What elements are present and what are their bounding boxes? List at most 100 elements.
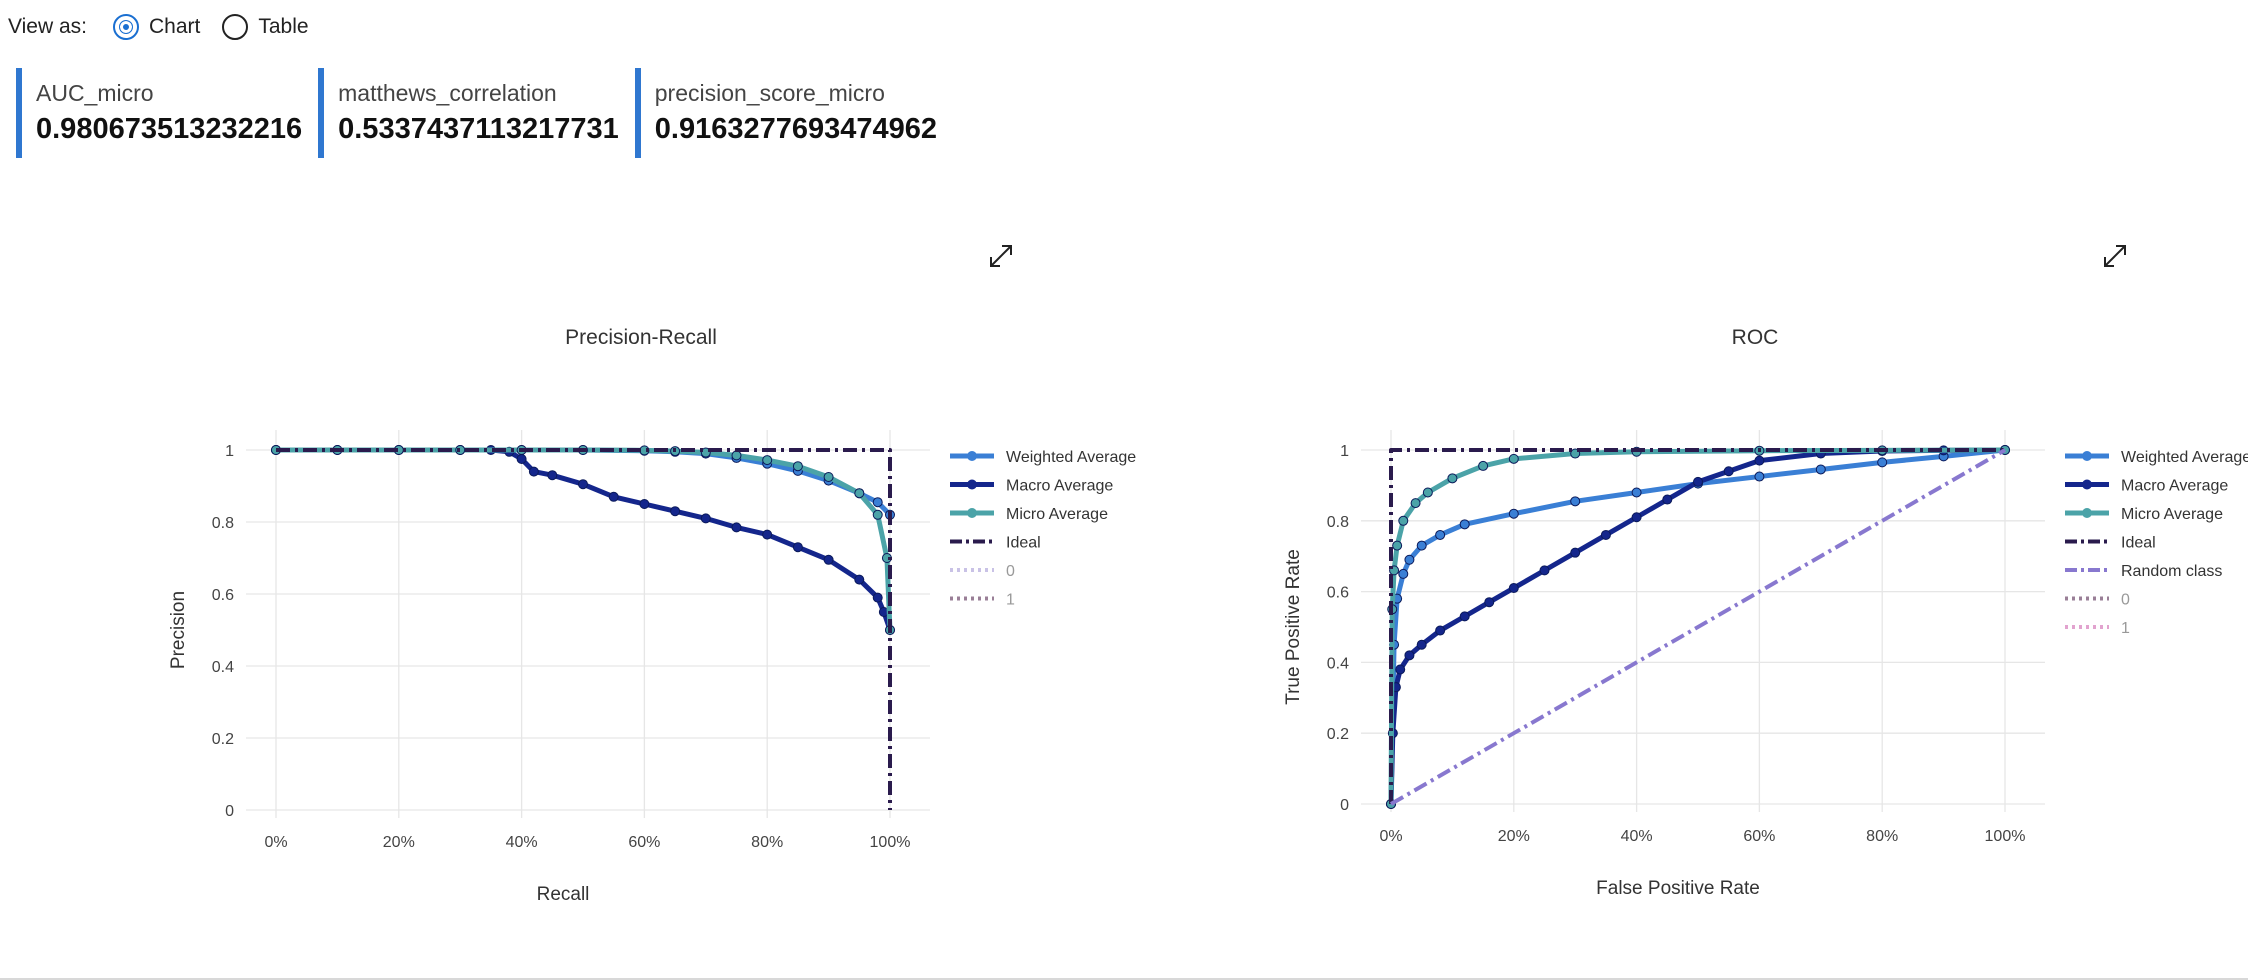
radio-chart[interactable]: Chart bbox=[113, 14, 200, 40]
series-point bbox=[1392, 540, 1403, 551]
series-point bbox=[1877, 457, 1888, 468]
precision-recall-chart: 0 0.2 0.4 0.6 0.8 1 0% 20% 40% 60% 80% 100% Recall Pr… bbox=[168, 430, 1136, 905]
legend-marker bbox=[2082, 451, 2092, 461]
series-point bbox=[823, 554, 834, 565]
y-tick-label: 0.6 bbox=[212, 587, 234, 604]
x-axis-label: False Positive Rate bbox=[1596, 878, 1760, 899]
expand-icon[interactable] bbox=[2100, 241, 2130, 271]
metric-card-matthews-correlation: matthews_correlation 0.5337437113217731 bbox=[318, 68, 619, 158]
legend-label[interactable]: Micro Average bbox=[2121, 506, 2223, 523]
y-tick-label: 0.2 bbox=[1327, 726, 1349, 743]
x-tick-label: 80% bbox=[1866, 828, 1898, 845]
series-point bbox=[1754, 455, 1765, 466]
series-line bbox=[1388, 447, 2006, 805]
y-tick-label: 0 bbox=[225, 803, 234, 820]
series-point bbox=[1404, 554, 1415, 565]
series-point bbox=[792, 461, 803, 472]
series-point bbox=[670, 506, 681, 517]
series-point bbox=[854, 574, 865, 585]
legend-marker bbox=[967, 451, 977, 461]
legend-label[interactable]: Weighted Average bbox=[2121, 449, 2248, 466]
radio-table[interactable]: Table bbox=[222, 14, 309, 40]
series-point bbox=[1508, 453, 1519, 464]
legend-label[interactable]: Ideal bbox=[1006, 535, 1041, 552]
series-point bbox=[731, 450, 742, 461]
y-tick-label: 0.8 bbox=[1327, 514, 1349, 531]
series-point bbox=[1422, 487, 1433, 498]
metric-card-precision-score-micro: precision_score_micro 0.9163277693474962 bbox=[634, 68, 938, 158]
legend-label[interactable]: Weighted Average bbox=[1006, 449, 1136, 466]
legend-label[interactable]: 0 bbox=[1006, 563, 1015, 580]
series-point bbox=[1754, 471, 1765, 482]
bottom-divider bbox=[0, 978, 2248, 980]
series-point bbox=[1600, 529, 1611, 540]
legend-label[interactable]: 1 bbox=[2121, 620, 2130, 637]
metric-value: 0.9163277693474962 bbox=[654, 113, 938, 145]
series-point bbox=[1723, 466, 1734, 477]
legend-label[interactable]: Macro Average bbox=[2121, 478, 2228, 495]
series-point bbox=[547, 470, 558, 481]
metric-cards: AUC_micro 0.980673513232216 matthews_cor… bbox=[16, 68, 953, 158]
radio-chart-circle[interactable] bbox=[113, 14, 139, 40]
x-tick-label: 60% bbox=[1743, 828, 1775, 845]
series-line bbox=[276, 447, 893, 631]
series-point bbox=[1416, 540, 1427, 551]
metric-name: AUC_micro bbox=[36, 80, 154, 106]
radio-table-circle[interactable] bbox=[222, 14, 249, 40]
x-tick-label: 20% bbox=[383, 834, 415, 851]
legend-label[interactable]: Macro Average bbox=[1006, 478, 1113, 495]
series-line bbox=[276, 448, 892, 810]
series-point bbox=[792, 542, 803, 553]
metric-card-auc-micro: AUC_micro 0.980673513232216 bbox=[16, 68, 302, 158]
series-line bbox=[1389, 448, 2005, 804]
series-point bbox=[762, 529, 773, 540]
y-tick-label: 0.6 bbox=[1327, 585, 1349, 602]
legend-label[interactable]: 0 bbox=[2121, 592, 2130, 609]
series-point bbox=[731, 522, 742, 533]
view-as-label: View as: bbox=[8, 15, 87, 38]
roc-chart: 0 0.2 0.4 0.6 0.8 1 0% 20% 40% 60% 80% 100% False Po… bbox=[1283, 430, 2248, 899]
x-tick-label: 0% bbox=[264, 834, 287, 851]
series-point bbox=[1539, 565, 1550, 576]
x-tick-label: 0% bbox=[1379, 828, 1402, 845]
series-point bbox=[700, 513, 711, 524]
series-point bbox=[1404, 650, 1415, 661]
y-tick-label: 0.8 bbox=[212, 515, 234, 532]
series-point bbox=[1395, 664, 1406, 675]
x-tick-label: 80% bbox=[751, 834, 783, 851]
y-tick-label: 0.2 bbox=[212, 731, 234, 748]
series-point bbox=[1508, 583, 1519, 594]
legend-marker bbox=[2082, 508, 2092, 518]
x-tick-label: 60% bbox=[628, 834, 660, 851]
series-point bbox=[1631, 512, 1642, 523]
legend-marker bbox=[967, 508, 977, 518]
series-point bbox=[762, 455, 773, 466]
x-tick-label: 40% bbox=[1621, 828, 1653, 845]
series-point bbox=[1693, 476, 1703, 487]
legend-label[interactable]: Random class bbox=[2121, 563, 2222, 580]
metric-name: precision_score_micro bbox=[654, 80, 885, 106]
series-point bbox=[1570, 547, 1581, 558]
metric-value: 0.980673513232216 bbox=[36, 113, 303, 145]
series-point bbox=[1484, 597, 1495, 608]
series-point bbox=[1815, 464, 1826, 475]
metric-value: 0.5337437113217731 bbox=[338, 113, 619, 145]
x-axis-label: Recall bbox=[537, 884, 590, 905]
x-tick-label: 100% bbox=[870, 834, 911, 851]
view-as-toggle: View as: Chart Table bbox=[8, 10, 331, 44]
radio-chart-label[interactable]: Chart bbox=[149, 15, 201, 38]
metric-name: matthews_correlation bbox=[338, 80, 557, 106]
legend-label[interactable]: Ideal bbox=[2121, 535, 2156, 552]
series-point bbox=[516, 454, 527, 464]
legend-label[interactable]: Micro Average bbox=[1006, 506, 1108, 523]
legend-label[interactable]: 1 bbox=[1006, 592, 1015, 609]
expand-icon[interactable] bbox=[986, 241, 1016, 271]
series-point bbox=[1478, 460, 1489, 471]
series-point bbox=[872, 509, 883, 520]
radio-table-label[interactable]: Table bbox=[258, 15, 309, 38]
x-tick-label: 40% bbox=[506, 834, 538, 851]
series-point bbox=[854, 488, 865, 499]
y-tick-label: 0.4 bbox=[212, 659, 234, 676]
x-tick-label: 20% bbox=[1498, 828, 1530, 845]
